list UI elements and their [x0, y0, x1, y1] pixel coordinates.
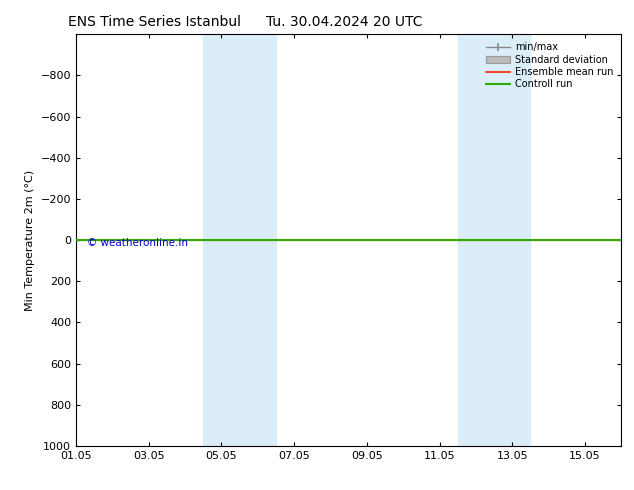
Y-axis label: Min Temperature 2m (°C): Min Temperature 2m (°C): [25, 170, 35, 311]
Legend: min/max, Standard deviation, Ensemble mean run, Controll run: min/max, Standard deviation, Ensemble me…: [483, 39, 616, 92]
Text: ENS Time Series Istanbul: ENS Time Series Istanbul: [68, 15, 241, 29]
Text: © weatheronline.in: © weatheronline.in: [87, 238, 188, 248]
Bar: [204, 34, 276, 446]
Text: Tu. 30.04.2024 20 UTC: Tu. 30.04.2024 20 UTC: [266, 15, 423, 29]
Bar: [458, 34, 531, 446]
